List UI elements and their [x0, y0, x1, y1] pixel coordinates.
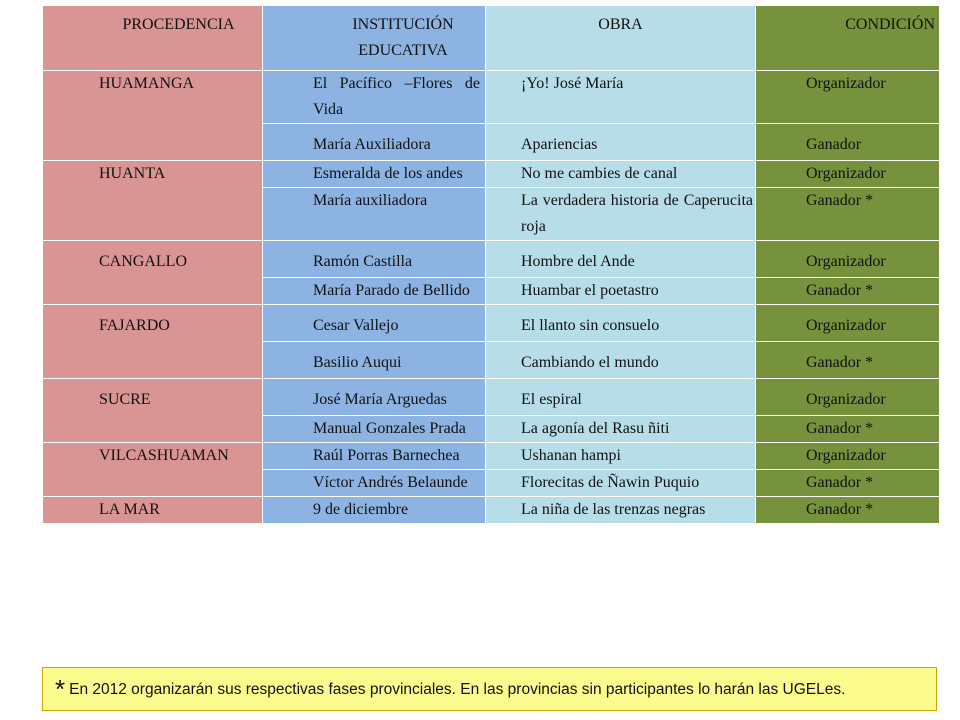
institucion-cell: Raúl Porras Barnechea [262, 442, 486, 470]
table-row: María Parado de Bellido Huambar el poetas… [43, 277, 940, 305]
institucion-cell: 9 de diciembre [262, 496, 486, 524]
condicion-cell: Ganador * [755, 415, 940, 443]
footer-note: * En 2012 organizarán sus respectivas fas… [42, 667, 937, 711]
table-row: María Auxiliadora Apariencias Ganador [43, 123, 940, 161]
condicion-cell: Organizador [755, 378, 940, 416]
obra-cell: Apariencias [485, 123, 756, 161]
obra-cell: El espiral [485, 378, 756, 416]
footer-asterisk: * [55, 674, 66, 704]
condicion-cell: Ganador * [755, 496, 940, 524]
procedencia-cell: FAJARDO [42, 304, 263, 379]
obra-cell: Ushanan hampi [485, 442, 756, 470]
header-procedencia: PROCEDENCIA [42, 5, 263, 71]
table-row: SUCRE José María Arguedas El espiral Organi… [42, 378, 940, 443]
obra-cell: La agonía del Rasu ñiti [485, 415, 756, 443]
obra-cell: El llanto sin consuelo [485, 304, 756, 342]
obra-cell: La niña de las trenzas negras [485, 496, 756, 524]
header-institucion: INSTITUCIÓN EDUCATIVA [262, 5, 486, 71]
table-row: CANGALLO Ramón Castilla Hombre del Ande Org… [42, 240, 940, 305]
institucion-cell: María Parado de Bellido [262, 277, 486, 305]
obra-cell: ¡Yo! José María [485, 70, 756, 124]
header-row: PROCEDENCIA INSTITUCIÓN EDUCATIVA OBRA C… [42, 5, 940, 71]
table-row: LA MAR 9 de diciembre La niña de las trenz… [42, 496, 940, 524]
footer-note-text: En 2012 organizarán sus respectivas fase… [69, 681, 846, 698]
condicion-cell: Ganador * [755, 469, 940, 497]
institucion-cell: Ramón Castilla [262, 240, 486, 278]
institucion-cell: María auxiliadora [262, 187, 486, 241]
condicion-cell: Organizador [755, 160, 940, 188]
table-row: HUANTA Esmeralda de los andes No me cambie… [42, 160, 940, 241]
header-condicion: CONDICIÓN [755, 5, 940, 71]
institucion-cell: Víctor Andrés Belaunde [262, 469, 486, 497]
institucion-cell: José María Arguedas [262, 378, 486, 416]
procedencia-cell: VILCASHUAMAN [42, 442, 263, 497]
procedencia-cell: LA MAR [42, 496, 263, 524]
procedencia-cell: HUAMANGA [42, 70, 263, 161]
table-row: VILCASHUAMAN Raúl Porras Barnechea Ushanan… [42, 442, 940, 497]
condicion-cell: Ganador * [755, 341, 940, 379]
table-row: Basilio Auqui Cambiando el mundo Ganador * [43, 341, 940, 379]
institucion-cell: Manual Gonzales Prada [262, 415, 486, 443]
procedencia-cell: SUCRE [42, 378, 263, 443]
table-row: FAJARDO Cesar Vallejo El llanto sin consue… [42, 304, 940, 379]
institucion-cell: Esmeralda de los andes [262, 160, 486, 188]
obra-cell: Florecitas de Ñawin Puquio [485, 469, 756, 497]
institucion-cell: Cesar Vallejo [262, 304, 486, 342]
condicion-cell: Ganador [755, 123, 940, 161]
obra-cell: No me cambies de canal [485, 160, 756, 188]
table-row: Víctor Andrés Belaunde Florecitas de Ñawi… [43, 469, 940, 497]
institucion-cell: Basilio Auqui [262, 341, 486, 379]
table-row: HUAMANGA El Pacífico –Flores de Vida ¡Yo! … [42, 70, 940, 161]
competition-table: PROCEDENCIA INSTITUCIÓN EDUCATIVA OBRA C… [42, 5, 940, 524]
condicion-cell: Organizador [755, 240, 940, 278]
obra-cell: Cambiando el mundo [485, 341, 756, 379]
institucion-cell: El Pacífico –Flores de Vida [262, 70, 486, 124]
condicion-cell: Organizador [755, 304, 940, 342]
table-body: HUAMANGA El Pacífico –Flores de Vida ¡Yo! … [42, 70, 940, 524]
obra-cell: Huambar el poetastro [485, 277, 756, 305]
procedencia-cell: HUANTA [42, 160, 263, 241]
obra-cell: La verdadera historia de Caperucita roja [485, 187, 756, 241]
procedencia-cell: CANGALLO [42, 240, 263, 305]
header-obra: OBRA [485, 5, 756, 71]
condicion-cell: Organizador [755, 70, 940, 124]
condicion-cell: Organizador [755, 442, 940, 470]
table-row: María auxiliadora La verdadera historia d… [43, 187, 940, 241]
condicion-cell: Ganador * [755, 277, 940, 305]
institucion-cell: María Auxiliadora [262, 123, 486, 161]
obra-cell: Hombre del Ande [485, 240, 756, 278]
condicion-cell: Ganador * [755, 187, 940, 241]
